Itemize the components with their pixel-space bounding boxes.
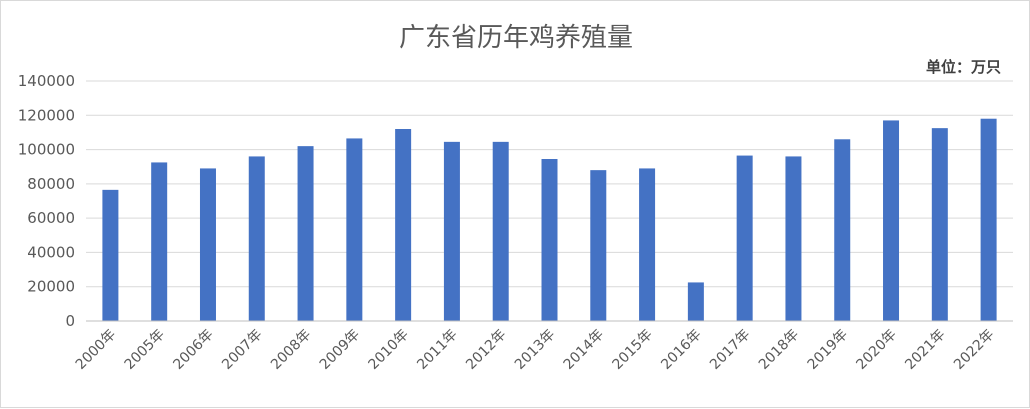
- x-tick-label: 2011年: [414, 327, 460, 373]
- bar-2010年: [395, 129, 412, 321]
- y-tick-label: 120000: [18, 106, 75, 124]
- x-tick-label: 2015年: [609, 327, 655, 373]
- x-tick-label: 2014年: [561, 327, 607, 373]
- bar-2007年: [248, 156, 265, 321]
- unit-label: 单位：万只: [926, 58, 1001, 76]
- x-tick-label: 2007年: [219, 327, 265, 373]
- y-tick-label: 40000: [27, 243, 75, 261]
- bar-2008年: [297, 146, 314, 321]
- bar-2013年: [541, 159, 558, 321]
- bar-2015年: [639, 168, 656, 321]
- chart-title: 广东省历年鸡养殖量: [399, 23, 633, 53]
- bar-2005年: [151, 162, 168, 321]
- x-tick-label: 2009年: [317, 327, 363, 373]
- y-tick-label: 20000: [27, 278, 75, 296]
- bar-2000年: [102, 189, 119, 321]
- x-tick-label: 2019年: [805, 327, 851, 373]
- bar-2017年: [736, 155, 753, 321]
- bar-2011年: [443, 141, 460, 321]
- y-tick-label: 60000: [27, 209, 75, 227]
- x-tick-label: 2021年: [902, 327, 948, 373]
- x-tick-label: 2006年: [170, 327, 216, 373]
- y-tick-label: 0: [65, 312, 75, 330]
- x-axis-ticks: 2000年 2005年 2006年 2007年 2008年 2009年 2010年 2011年…: [73, 327, 998, 373]
- y-tick-label: 100000: [18, 141, 75, 159]
- x-tick-label: 2016年: [658, 327, 704, 373]
- x-tick-label: 2022年: [951, 327, 997, 373]
- x-tick-label: 2020年: [853, 327, 899, 373]
- bars: [102, 118, 997, 321]
- x-tick-label: 2005年: [122, 327, 168, 373]
- x-tick-label: 2012年: [463, 327, 509, 373]
- x-tick-label: 2008年: [268, 327, 314, 373]
- x-tick-label: 2010年: [366, 327, 412, 373]
- bar-2022年: [980, 118, 997, 321]
- y-tick-label: 140000: [18, 72, 75, 90]
- y-axis-ticks: 0 20000 40000 60000 80000 100000 120000 140000: [18, 72, 75, 330]
- x-tick-label: 2013年: [512, 327, 558, 373]
- x-tick-label: 2000年: [73, 327, 119, 373]
- bar-2006年: [199, 168, 216, 321]
- bar-2021年: [931, 128, 948, 321]
- bar-2012年: [492, 141, 509, 321]
- x-tick-label: 2018年: [756, 327, 802, 373]
- bar-2016年: [687, 282, 704, 321]
- bar-2014年: [590, 170, 607, 321]
- bar-2009年: [346, 138, 363, 321]
- bar-2019年: [834, 139, 851, 321]
- y-tick-label: 80000: [27, 175, 75, 193]
- x-tick-label: 2017年: [707, 327, 753, 373]
- bar-2018年: [785, 156, 802, 321]
- bar-2020年: [883, 120, 900, 321]
